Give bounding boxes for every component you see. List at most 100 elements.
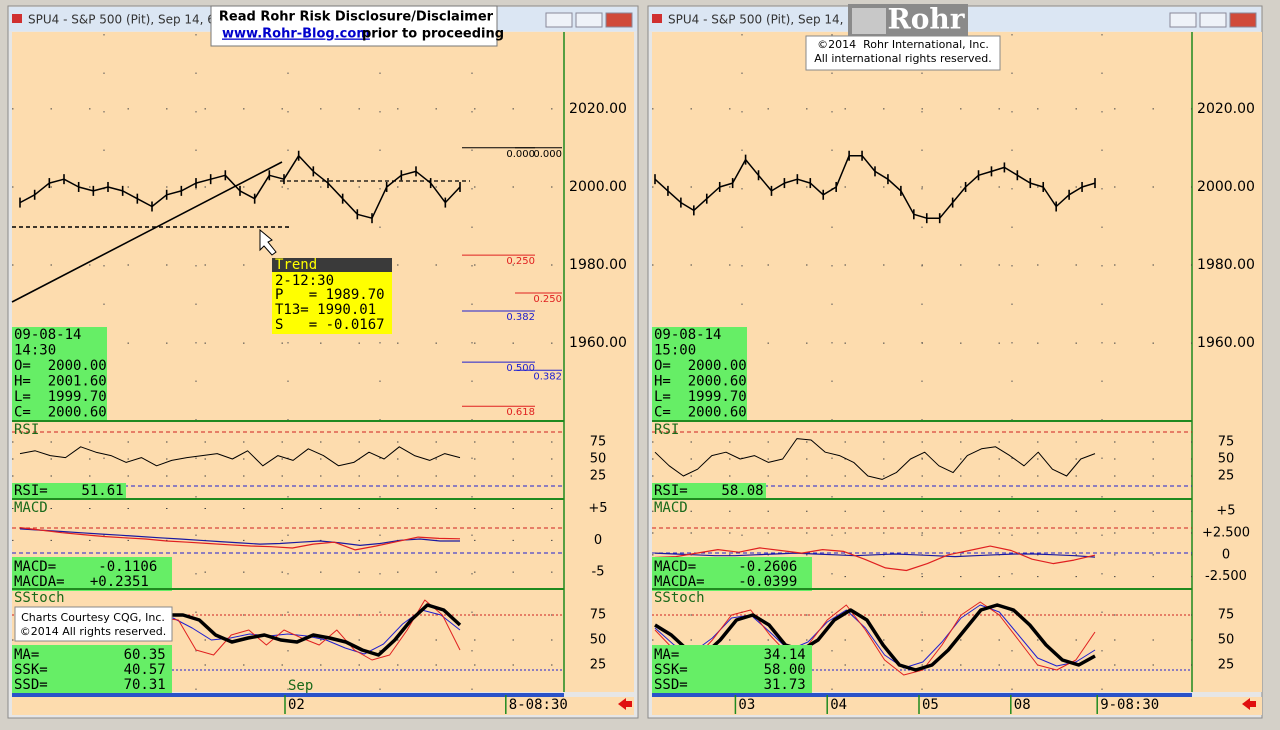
y-tick-label: +5	[1216, 504, 1235, 519]
info-line: H= 2000.60	[654, 374, 747, 390]
y-tick-label: 75	[1218, 435, 1235, 450]
stoch-line	[654, 604, 1096, 669]
courtesy-box	[14, 606, 173, 642]
readout: MACDA= +0.2351	[14, 574, 149, 590]
trend-line: P = 1989.70	[275, 287, 385, 303]
copyright-box	[805, 35, 1001, 71]
time-axis	[12, 693, 564, 697]
scroll-right-button[interactable]	[1242, 698, 1256, 710]
fib-label: 0.250	[506, 256, 535, 267]
panel-label: MACD	[654, 500, 688, 516]
readout: MACD= -0.1106	[14, 559, 157, 575]
disclaimer-link[interactable]: www.Rohr-Blog.com	[222, 27, 370, 42]
title-icon	[652, 14, 662, 23]
readout: MACDA= -0.0399	[654, 574, 797, 590]
y-tick-label: 25	[1218, 658, 1235, 673]
window-max-button[interactable]	[1199, 12, 1227, 28]
time-label: 04	[830, 697, 847, 713]
readout-box	[12, 557, 172, 591]
window-close-button[interactable]	[605, 12, 633, 28]
readout-box	[12, 645, 172, 694]
macd-line	[654, 552, 1096, 558]
courtesy-text: Charts Courtesy CQG, Inc.	[21, 611, 165, 624]
info-line: C= 2000.60	[654, 405, 747, 421]
readout-box	[12, 483, 126, 498]
y-tick-label: 1960.00	[1197, 335, 1255, 351]
window-min-button[interactable]	[545, 12, 573, 28]
logo: Rohr	[887, 3, 965, 36]
title-icon	[12, 14, 22, 23]
fib-label: 0.000	[533, 149, 562, 160]
readout: SSD= 31.73	[654, 677, 806, 693]
fib-label: 0.618	[506, 407, 535, 418]
time-label: 9-08:30	[1100, 697, 1159, 713]
y-tick-label: 1960.00	[569, 335, 627, 351]
y-tick-label: 0	[594, 533, 602, 548]
y-tick-label: 75	[590, 435, 607, 450]
overlays: Trend 2-12:30 P = 1989.70 T13= 1990.01 S…	[11, 3, 1001, 642]
time-label: 03	[738, 697, 755, 713]
time-axis	[652, 693, 1192, 697]
readout-box	[652, 483, 766, 498]
info-line: 09-08-14	[654, 327, 721, 343]
trend-title: Trend	[275, 257, 317, 273]
fib-label: 0.500	[506, 363, 535, 374]
readout: SSK= 40.57	[14, 662, 166, 678]
y-tick-label: -2.500	[1205, 569, 1247, 584]
info-line: 14:30	[14, 343, 56, 359]
time-label: 08	[1014, 697, 1031, 713]
windows: SPU4 - S&P 500 (Pit), Sep 14, 60 Min 2020…	[7, 5, 1263, 719]
y-tick-label: 2000.00	[569, 179, 627, 195]
scroll-right-button[interactable]	[618, 698, 632, 710]
readout: RSI= 58.08	[654, 483, 764, 499]
window-min-button[interactable]	[1169, 12, 1197, 28]
month-label: Sep	[288, 678, 313, 694]
readout: RSI= 51.61	[14, 483, 124, 499]
rsi-line	[654, 438, 1096, 480]
info-line: C= 2000.60	[14, 405, 107, 421]
courtesy-text: ©2014 All rights reserved.	[20, 625, 167, 638]
y-tick-label: 50	[590, 452, 607, 467]
macd-line	[654, 545, 1096, 572]
y-tick-label: 50	[590, 633, 607, 648]
window-close-button[interactable]	[1229, 12, 1257, 28]
info-box	[12, 327, 107, 420]
y-tick-label: -5	[592, 565, 605, 580]
time-label: 02	[288, 697, 305, 713]
time-label: 8-08:30	[509, 697, 568, 713]
y-tick-label: 50	[1218, 633, 1235, 648]
trend-line: 2-12:30	[275, 273, 334, 289]
info-line: O= 2000.00	[14, 358, 107, 374]
readout: SSK= 58.00	[654, 662, 806, 678]
y-tick-label: 2020.00	[569, 101, 627, 117]
fib-label: 0.250	[533, 294, 562, 305]
readout-box	[652, 645, 812, 694]
readout: MACD= -0.2606	[654, 559, 797, 575]
readout: MA= 60.35	[14, 647, 166, 663]
trend-body	[272, 272, 392, 334]
trend-line: T13= 1990.01	[275, 302, 376, 318]
y-tick-label: 75	[590, 608, 607, 623]
fib-label: 0.000	[506, 149, 535, 160]
y-tick-label: 1980.00	[1197, 257, 1255, 273]
info-box	[652, 327, 747, 420]
panel-label: RSI	[654, 422, 679, 438]
time-axis	[652, 697, 1262, 715]
y-tick-label: 25	[590, 658, 607, 673]
y-tick-label: +2.500	[1202, 526, 1250, 541]
y-tick-label: 50	[1218, 452, 1235, 467]
trend-line: S = -0.0167	[275, 317, 385, 333]
macd-line	[19, 527, 461, 551]
cursor	[259, 228, 277, 256]
readout-box	[652, 557, 812, 591]
panel-label: SStoch	[14, 590, 65, 606]
disclaimer-box	[210, 5, 498, 47]
y-tick-label: 25	[1218, 469, 1235, 484]
window-max-button[interactable]	[575, 12, 603, 28]
panel-label: MACD	[14, 500, 48, 516]
rsi-line	[19, 446, 461, 467]
y-tick-label: 25	[590, 469, 607, 484]
readout: MA= 34.14	[654, 647, 806, 663]
